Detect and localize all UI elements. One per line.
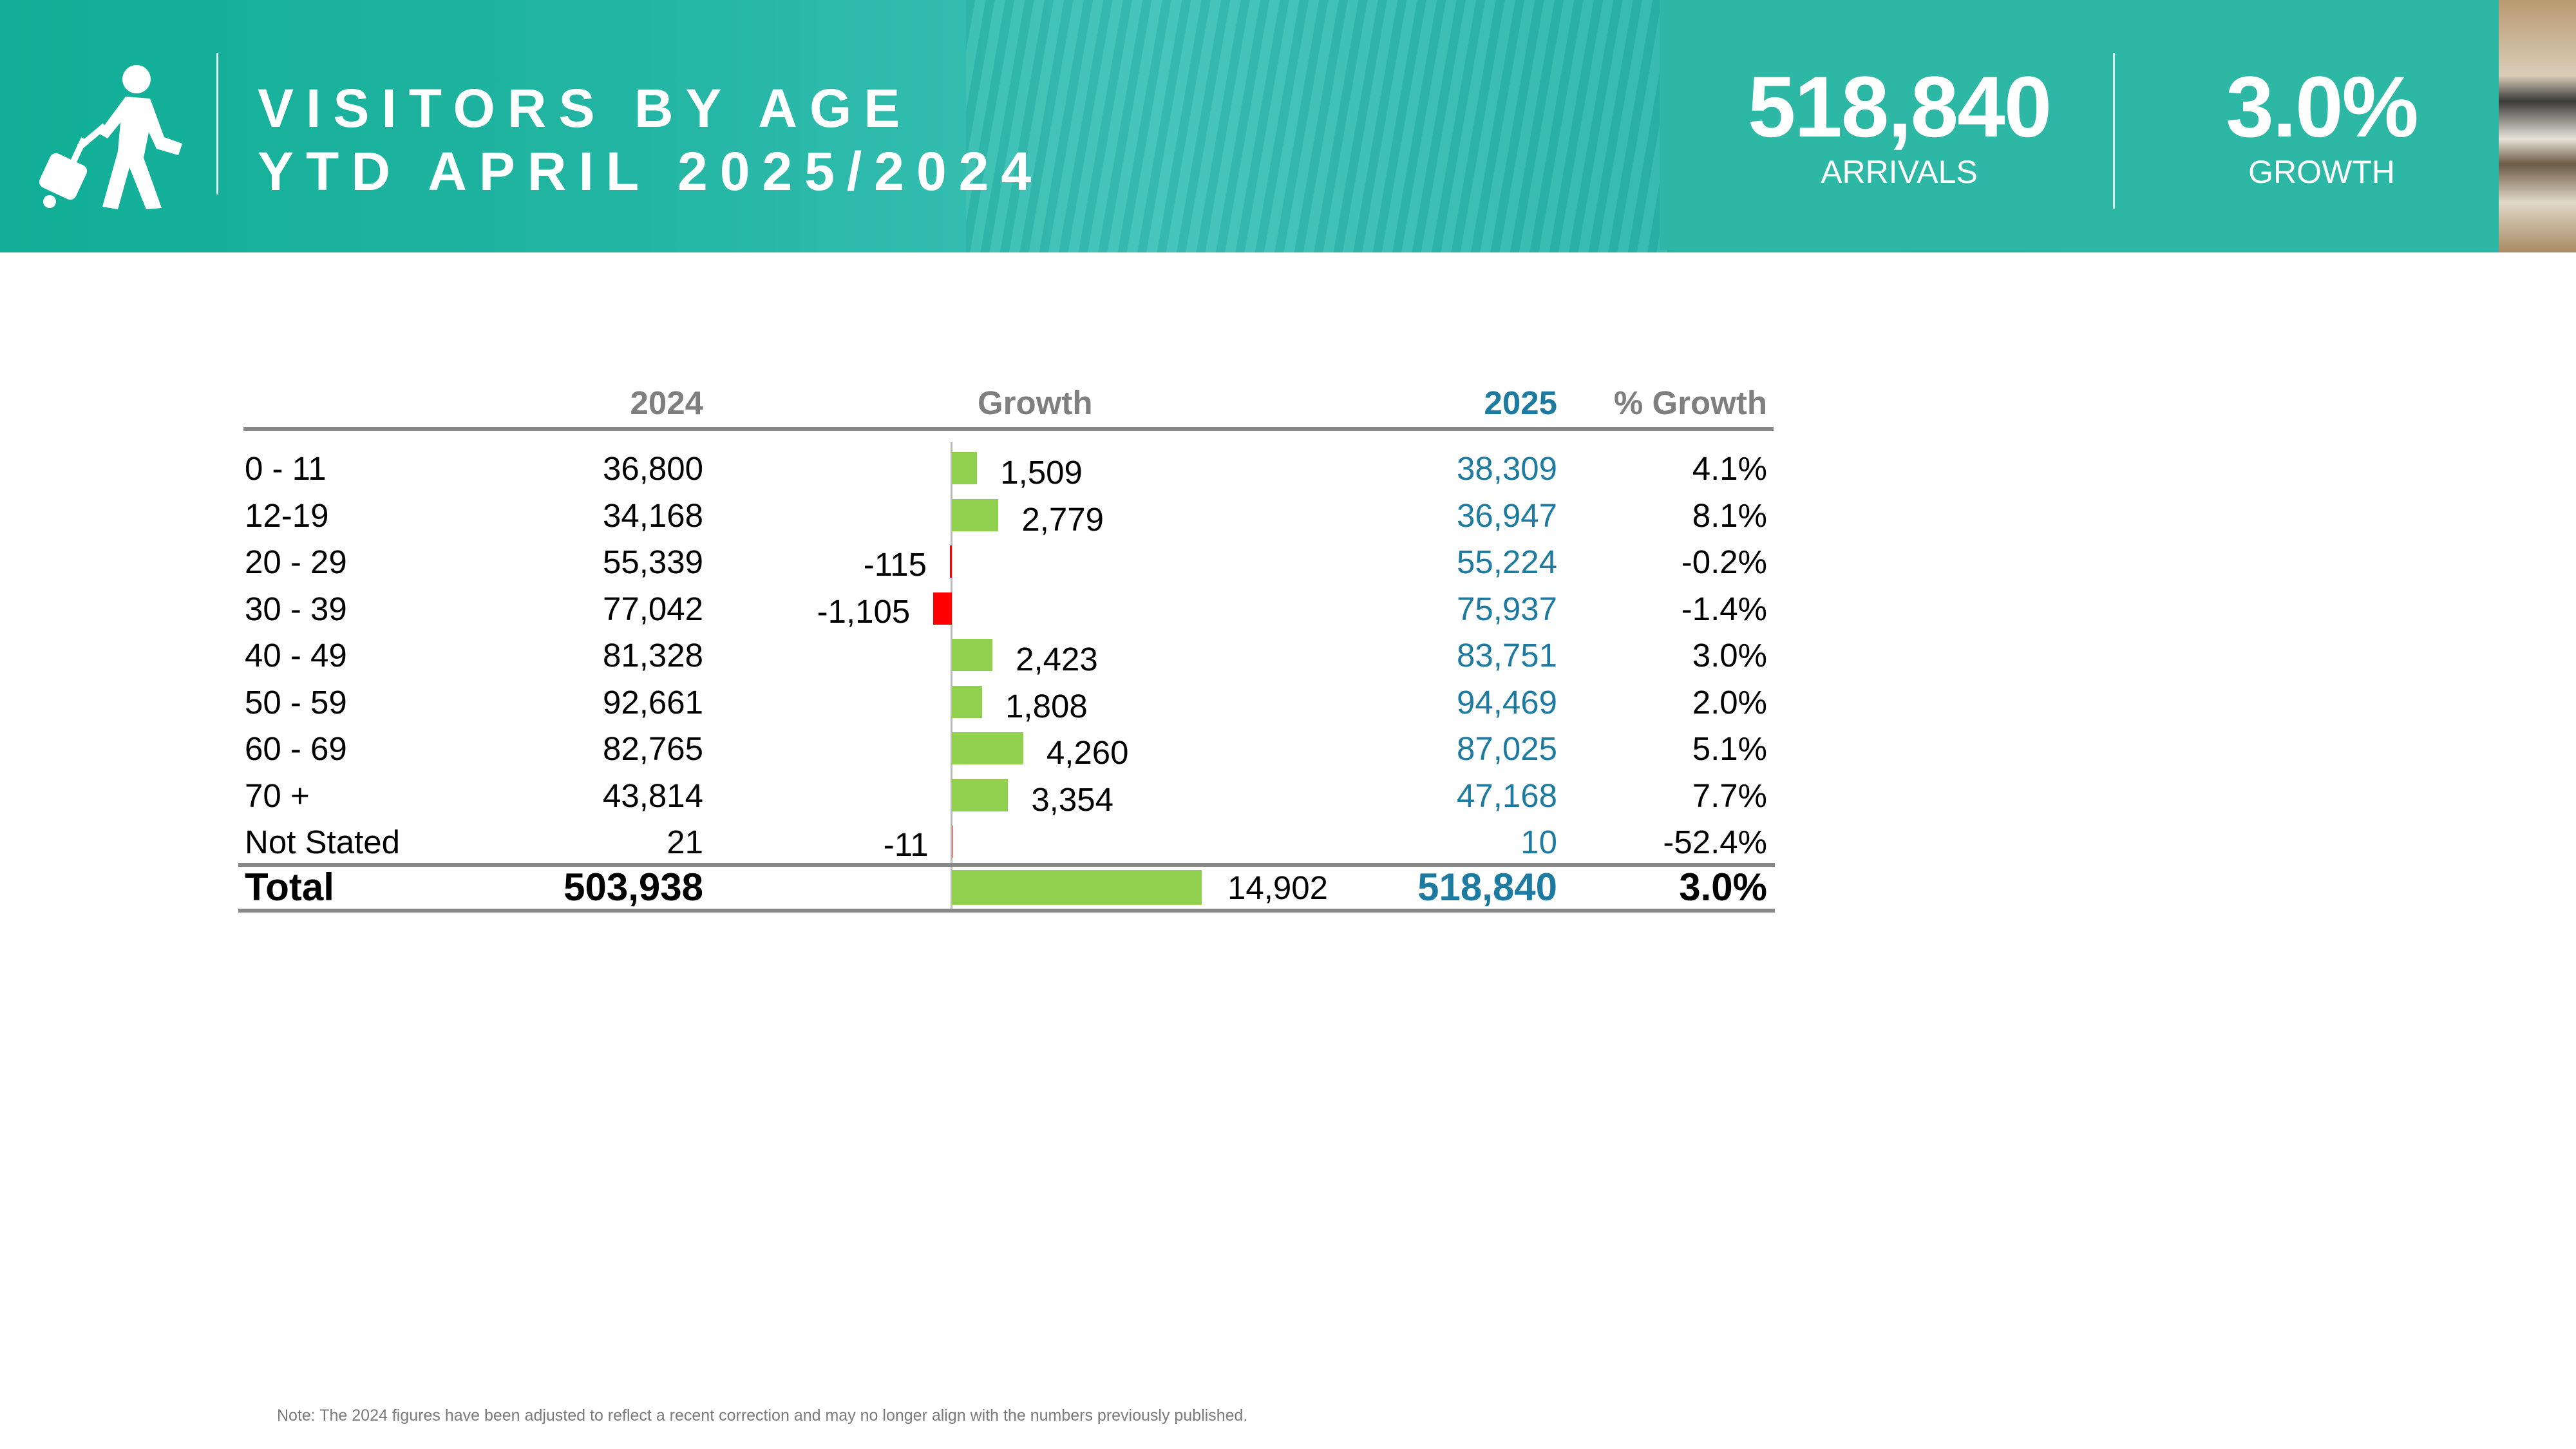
kpi-arrivals: 518,840 ARRIVALS <box>1706 59 2092 190</box>
growth-label: 4,260 <box>1046 734 1129 771</box>
kpi-arrivals-value: 518,840 <box>1747 59 2052 155</box>
value-2024: 34,168 <box>603 497 703 534</box>
pct-growth: -0.2% <box>1681 544 1767 580</box>
value-2025: 55,224 <box>1457 544 1557 580</box>
header-2025: 2025 <box>1484 384 1557 421</box>
value-2025: 10 <box>1520 824 1557 860</box>
header-2024: 2024 <box>630 384 703 421</box>
kpi-divider <box>2113 53 2115 209</box>
value-2025: 87,025 <box>1457 730 1557 767</box>
pct-growth: 5.1% <box>1692 730 1767 767</box>
total-top-rule <box>238 863 1775 867</box>
kpi-growth-value: 3.0% <box>2226 59 2418 155</box>
footnote: Note: The 2024 figures have been adjuste… <box>277 1406 1248 1425</box>
value-2024: 92,661 <box>603 683 703 721</box>
row-label: 40 - 49 <box>245 637 347 674</box>
growth-bar <box>952 779 1009 811</box>
page-subtitle: YTD APRIL 2025/2024 <box>258 141 1044 202</box>
value-2025: 83,751 <box>1457 637 1557 674</box>
growth-label: 3,354 <box>1031 781 1113 818</box>
row-label: 50 - 59 <box>245 683 347 721</box>
growth-label: -115 <box>863 546 927 583</box>
beach-photo-strip <box>2499 0 2576 252</box>
value-2025: 75,937 <box>1457 590 1557 627</box>
value-2024: 21 <box>667 824 703 860</box>
value-2025: 94,469 <box>1457 683 1557 721</box>
header-pct-growth: % Growth <box>1614 384 1767 421</box>
row-label: 0 - 11 <box>245 450 327 487</box>
pct-growth: 8.1% <box>1692 497 1767 534</box>
pct-growth: 2.0% <box>1692 683 1767 721</box>
total-2024: 503,938 <box>564 866 703 909</box>
pct-growth: -52.4% <box>1663 824 1767 860</box>
row-label: 60 - 69 <box>245 730 347 767</box>
total-2025: 518,840 <box>1417 866 1557 909</box>
value-2024: 82,765 <box>603 730 703 767</box>
growth-label: -1,105 <box>817 592 911 630</box>
growth-label: -11 <box>883 826 929 863</box>
kpi-growth-label: GROWTH <box>2248 154 2395 190</box>
growth-bar <box>952 452 978 484</box>
row-label: 12-19 <box>245 497 329 534</box>
value-2024: 43,814 <box>603 777 703 814</box>
row-label: 20 - 29 <box>245 544 347 580</box>
kpi-panel <box>1660 0 2499 250</box>
header-rule <box>243 427 1774 431</box>
total-pct-growth: 3.0% <box>1679 866 1767 909</box>
growth-label: 2,423 <box>1016 641 1098 677</box>
growth-label: 1,509 <box>1000 454 1083 491</box>
growth-bar <box>952 732 1023 764</box>
value-2024: 55,339 <box>603 544 703 580</box>
total-growth-bar <box>952 870 1202 905</box>
pct-growth: -1.4% <box>1681 590 1767 627</box>
header-growth: Growth <box>978 384 1093 421</box>
pct-growth: 3.0% <box>1692 637 1767 674</box>
total-label: Total <box>245 866 334 909</box>
kpi-arrivals-label: ARRIVALS <box>1821 154 1978 190</box>
header-banner: VISITORS BY AGE YTD APRIL 2025/2024 518,… <box>0 0 2576 252</box>
pct-growth: 4.1% <box>1692 450 1767 487</box>
total-bottom-rule <box>238 909 1775 913</box>
growth-bar-negative <box>933 592 952 625</box>
pct-growth: 7.7% <box>1692 777 1767 814</box>
value-2025: 38,309 <box>1457 450 1557 487</box>
growth-bar <box>952 498 999 531</box>
value-2025: 36,947 <box>1457 497 1557 534</box>
growth-bar <box>952 639 993 671</box>
title-divider <box>216 53 218 194</box>
kpi-growth: 3.0% GROWTH <box>2128 59 2515 190</box>
growth-label: 2,779 <box>1021 500 1104 538</box>
row-label: 30 - 39 <box>245 590 347 627</box>
growth-label: 1,808 <box>1005 687 1088 724</box>
value-2025: 47,168 <box>1457 777 1557 814</box>
value-2024: 81,328 <box>603 637 703 674</box>
traveler-with-luggage-icon <box>39 65 182 209</box>
total-growth-label: 14,902 <box>1227 869 1328 906</box>
row-label: 70 + <box>245 777 310 814</box>
page-title: VISITORS BY AGE <box>258 78 913 138</box>
sea-texture <box>966 0 1674 252</box>
growth-bar <box>952 685 983 718</box>
value-2024: 36,800 <box>603 450 703 487</box>
row-label: Not Stated <box>245 824 400 860</box>
growth-axis <box>951 442 952 912</box>
value-2024: 77,042 <box>603 590 703 627</box>
growth-bar-negative <box>950 545 952 578</box>
